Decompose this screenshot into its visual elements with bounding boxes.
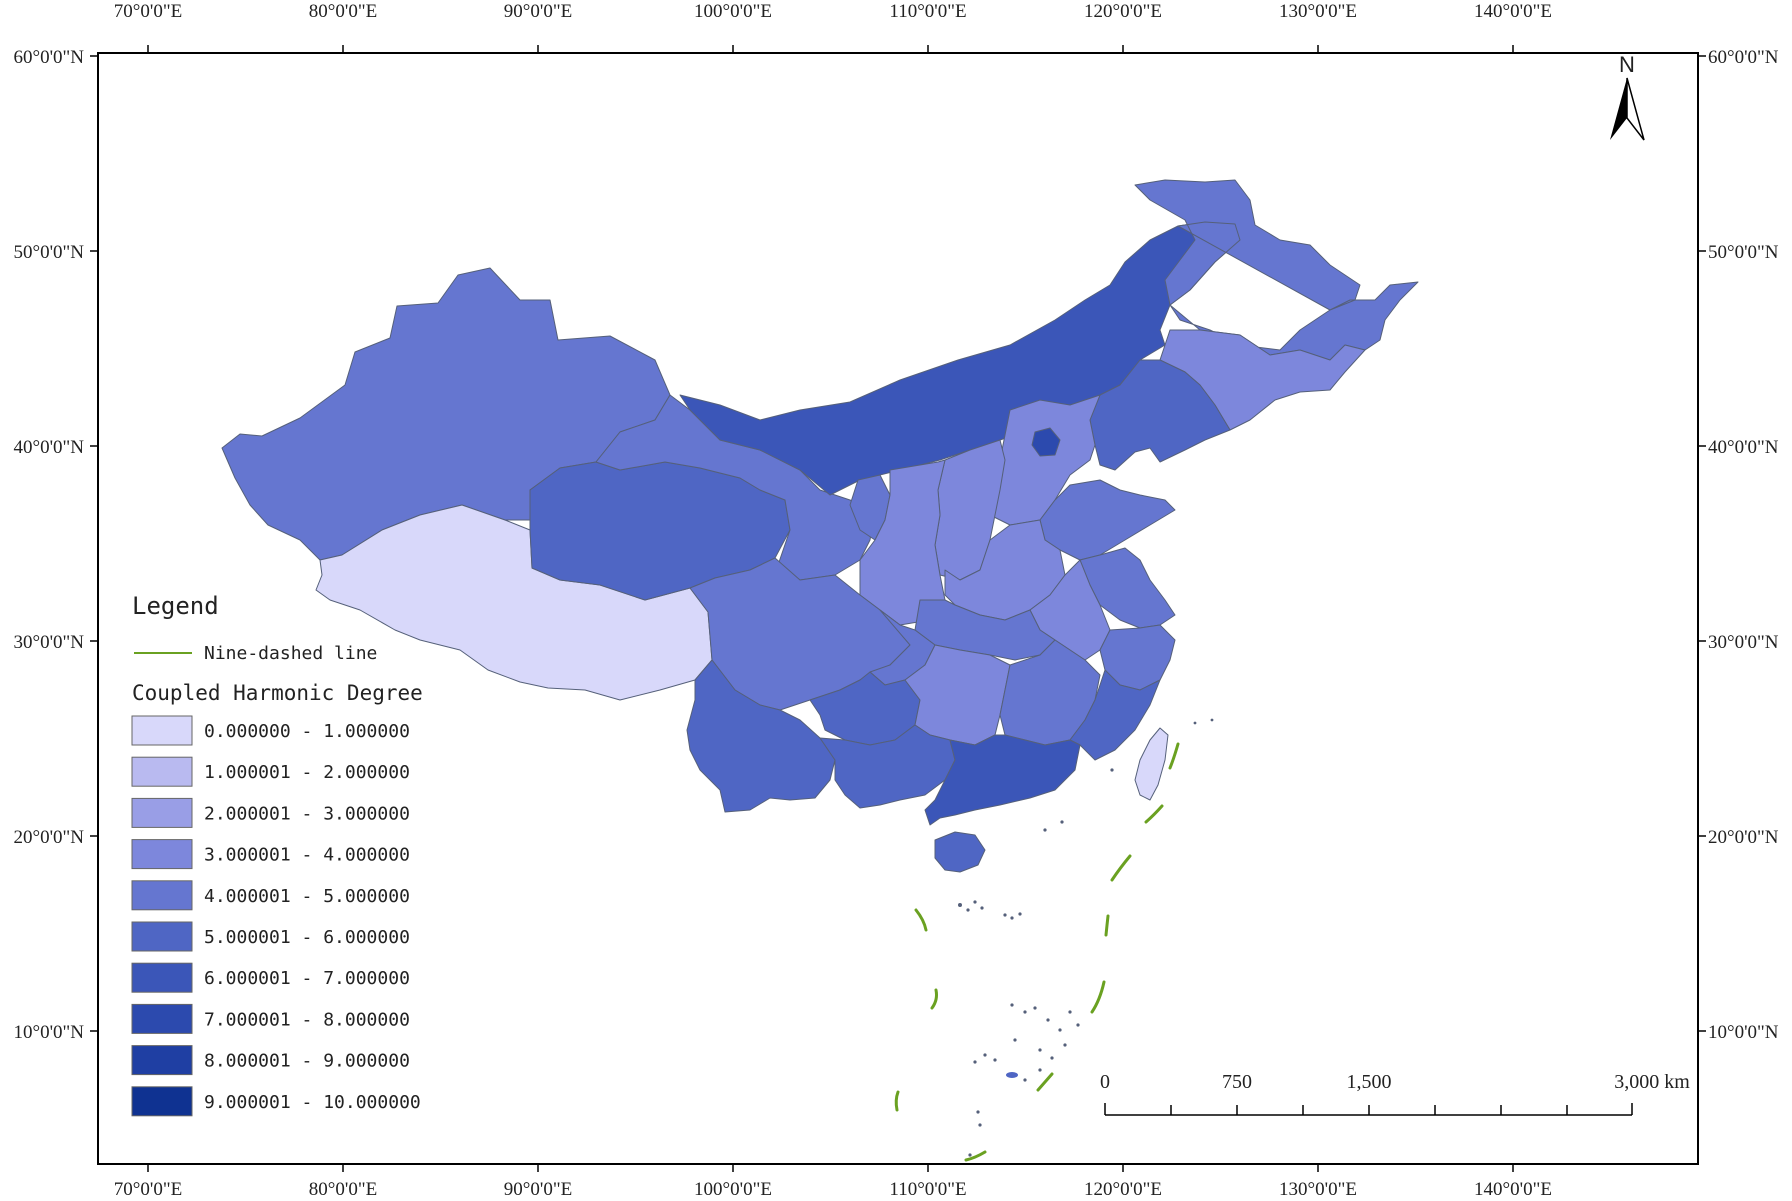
legend-class-item: 9.000001 - 10.000000 — [131, 1086, 421, 1117]
nine-dashed-line — [894, 742, 1180, 1162]
legend-class-label: 5.000001 - 6.000000 — [204, 927, 410, 948]
region-beijing — [1031, 427, 1061, 457]
lon-label-bottom: 120°0'0"E — [1084, 1179, 1162, 1200]
south-china-sea-islands — [958, 718, 1214, 1157]
lat-label-left: 40°0'0"N — [14, 437, 85, 458]
legend-class-item: 3.000001 - 4.000000 — [131, 839, 410, 870]
legend-class-label: 0.000000 - 1.000000 — [204, 721, 410, 742]
lon-label-bottom: 110°0'0"E — [889, 1179, 966, 1200]
legend-class-item: 7.000001 - 8.000000 — [131, 1003, 410, 1034]
longitude-labels-bottom: 70°0'0"E 80°0'0"E 90°0'0"E 100°0'0"E 110… — [114, 1179, 1552, 1200]
legend-class-label: 2.000001 - 3.000000 — [204, 803, 410, 824]
legend-class-item: 4.000001 - 5.000000 — [131, 880, 410, 911]
latitude-ticks — [90, 55, 1706, 1032]
legend-class-label: 9.000001 - 10.000000 — [204, 1092, 421, 1113]
region-shandong — [1039, 479, 1176, 561]
legend-swatch — [131, 756, 193, 787]
scale-label: 3,000 km — [1614, 1071, 1690, 1093]
lon-label-bottom: 70°0'0"E — [114, 1179, 182, 1200]
legend-class-item: 2.000001 - 3.000000 — [131, 797, 410, 828]
lon-label-top: 110°0'0"E — [889, 1, 966, 22]
legend-title: Legend — [132, 592, 219, 620]
legend-class-item: 5.000001 - 6.000000 — [131, 921, 410, 952]
legend-line-label: Nine-dashed line — [204, 643, 377, 664]
legend-class-list: 0.000000 - 1.000000 1.000001 - 2.000000 2.… — [131, 715, 421, 1117]
lat-label-right: 50°0'0"N — [1708, 242, 1779, 263]
lat-label-right: 10°0'0"N — [1708, 1022, 1779, 1043]
lon-label-top: 120°0'0"E — [1084, 1, 1162, 22]
legend-class-item: 6.000001 - 7.000000 — [131, 962, 410, 993]
lon-label-bottom: 80°0'0"E — [309, 1179, 377, 1200]
legend-swatch — [131, 880, 193, 911]
legend-section-title: Coupled Harmonic Degree — [132, 681, 423, 705]
legend-class-label: 3.000001 - 4.000000 — [204, 845, 410, 866]
scale-label: 750 — [1222, 1071, 1252, 1093]
legend-class-label: 8.000001 - 9.000000 — [204, 1051, 410, 1072]
scale-label: 0 — [1100, 1071, 1110, 1093]
latitude-labels-left: 60°0'0"N 50°0'0"N 40°0'0"N 30°0'0"N 20°0… — [14, 47, 85, 1043]
longitude-labels-top: 70°0'0"E 80°0'0"E 90°0'0"E 100°0'0"E 110… — [114, 1, 1552, 22]
legend-class-label: 4.000001 - 5.000000 — [204, 886, 410, 907]
legend-swatch — [131, 1045, 193, 1076]
lat-label-right: 30°0'0"N — [1708, 632, 1779, 653]
legend-class-item: 1.000001 - 2.000000 — [131, 756, 410, 787]
lat-label-left: 30°0'0"N — [14, 632, 85, 653]
lon-label-top: 140°0'0"E — [1474, 1, 1552, 22]
longitude-ticks — [147, 45, 1514, 1172]
legend-swatch — [131, 962, 193, 993]
lon-label-top: 100°0'0"E — [694, 1, 772, 22]
lon-label-bottom: 140°0'0"E — [1474, 1179, 1552, 1200]
lat-label-left: 10°0'0"N — [14, 1022, 85, 1043]
lat-label-left: 50°0'0"N — [14, 242, 85, 263]
lat-label-left: 20°0'0"N — [14, 827, 85, 848]
region-taiwan — [1134, 727, 1169, 801]
legend-swatch — [131, 839, 193, 870]
north-arrow: N — [1610, 52, 1645, 141]
legend-class-item: 8.000001 - 9.000000 — [131, 1045, 410, 1076]
lon-label-bottom: 100°0'0"E — [694, 1179, 772, 1200]
scale-bar: 0 750 1,500 3,000 km — [1100, 1071, 1690, 1116]
legend-swatch — [131, 921, 193, 952]
lat-label-right: 20°0'0"N — [1708, 827, 1779, 848]
lat-label-left: 60°0'0"N — [14, 47, 85, 68]
north-arrow-icon — [1610, 77, 1645, 141]
china-provinces — [221, 179, 1419, 873]
lon-label-bottom: 90°0'0"E — [504, 1179, 572, 1200]
lon-label-top: 80°0'0"E — [309, 1, 377, 22]
lon-label-top: 130°0'0"E — [1279, 1, 1357, 22]
latitude-labels-right: 60°0'0"N 50°0'0"N 40°0'0"N 30°0'0"N 20°0… — [1708, 47, 1779, 1043]
region-yunnan — [686, 659, 836, 813]
lon-label-bottom: 130°0'0"E — [1279, 1179, 1357, 1200]
lon-label-top: 90°0'0"E — [504, 1, 572, 22]
region-guangdong — [924, 734, 1081, 826]
legend-class-label: 6.000001 - 7.000000 — [204, 968, 410, 989]
legend: Legend Nine-dashed line Coupled Harmonic… — [131, 592, 423, 1117]
legend-swatch — [131, 1086, 193, 1117]
scale-label: 1,500 — [1347, 1071, 1392, 1093]
region-hainan — [934, 831, 986, 873]
legend-swatch — [131, 1003, 193, 1034]
legend-class-item: 0.000000 - 1.000000 — [131, 715, 410, 746]
lat-label-right: 60°0'0"N — [1708, 47, 1779, 68]
lon-label-top: 70°0'0"E — [114, 1, 182, 22]
north-label: N — [1619, 52, 1635, 77]
lat-label-right: 40°0'0"N — [1708, 437, 1779, 458]
legend-class-label: 7.000001 - 8.000000 — [204, 1009, 410, 1030]
legend-swatch — [131, 797, 193, 828]
legend-class-label: 1.000001 - 2.000000 — [204, 762, 410, 783]
legend-swatch — [131, 715, 193, 746]
